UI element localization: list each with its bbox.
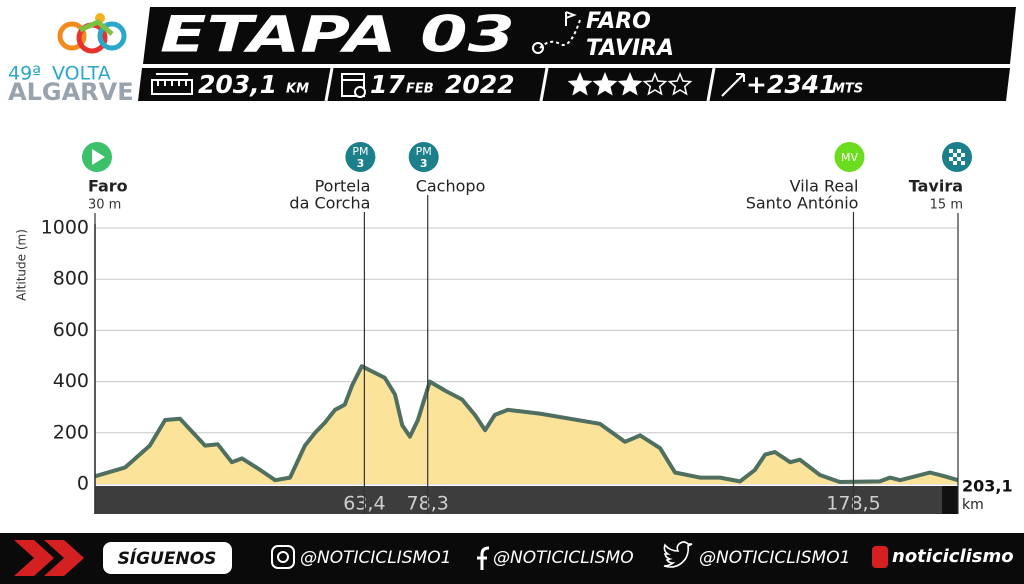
badge: PM: [352, 145, 368, 158]
y-tick-label: 0: [77, 473, 89, 495]
star-filled: [617, 72, 643, 96]
twitter: @NOTICICLISMO1: [699, 548, 850, 568]
band-separators: [324, 67, 716, 102]
waypoint-icon: [834, 142, 865, 172]
x-tick-label: 203,1: [962, 477, 1013, 496]
logo-line1: VOLTA: [52, 63, 111, 85]
start-arrow: [92, 149, 105, 165]
climb-unit: MTS: [832, 82, 863, 97]
profile-area: [95, 366, 958, 484]
checker: [961, 153, 965, 157]
twitter-icon: [663, 541, 693, 568]
checker: [957, 157, 961, 161]
brand-icon: [872, 546, 888, 568]
star-filled: [567, 72, 593, 96]
follow-box: [103, 542, 232, 574]
y-tick-label: 800: [53, 268, 89, 290]
route-icon: [532, 11, 581, 54]
checker: [949, 149, 953, 153]
logo-line2: ALGARVE: [8, 78, 134, 106]
instagram: @NOTICICLISMO1: [300, 548, 451, 568]
stage-title: ETAPA 03: [160, 6, 515, 64]
waypoint-icon: [345, 142, 376, 172]
star-empty: [667, 72, 693, 96]
waypoint-label: Santo António: [746, 194, 859, 213]
climb-icon: [721, 73, 745, 97]
banner: [143, 7, 1016, 64]
waypoint-sublabel: 15 m: [930, 198, 963, 213]
distance-unit: KM: [286, 82, 309, 97]
checker: [957, 149, 961, 153]
logo-edition: 49ª: [8, 63, 41, 85]
date-year: 2022: [445, 70, 515, 99]
brand: noticiclismo: [892, 546, 1014, 567]
distance-icon: [151, 73, 193, 95]
km-bar-end: [942, 486, 958, 514]
start-city: FARO: [586, 9, 651, 34]
star-empty: [642, 72, 668, 96]
x-axis-label: km: [962, 497, 984, 513]
waypoint-label: Faro: [88, 177, 128, 196]
logo: 49ª VOLTA ALGARVE: [8, 13, 134, 106]
waypoint-label: Tavira: [909, 177, 963, 196]
facebook-icon: [477, 546, 490, 570]
facebook: @NOTICICLISMO: [493, 548, 634, 568]
profile-line: [94, 364, 959, 484]
climb: +2341: [746, 70, 837, 99]
follow: SÍGUENOS: [118, 547, 217, 569]
y-axis-label: Altitude (m): [15, 229, 29, 301]
waypoint-label: Vila Real: [790, 177, 859, 196]
finish-city: TAVIRA: [586, 36, 674, 61]
checker: [961, 161, 965, 165]
km-bar: [95, 486, 942, 514]
badge: MV: [841, 151, 858, 164]
y-tick-label: 600: [53, 319, 89, 341]
checker: [953, 153, 957, 157]
instagram-icon-lens: [277, 551, 289, 563]
chevrons: [14, 540, 84, 576]
badge-num: 3: [420, 157, 428, 170]
badge: PM: [416, 145, 432, 158]
difficulty: [567, 72, 693, 96]
checker: [949, 157, 953, 161]
checker: [953, 161, 957, 165]
y-tick-label: 1000: [41, 217, 89, 239]
waypoint-sublabel: 30 m: [88, 198, 121, 213]
calendar-icon: [341, 73, 366, 98]
distance: 203,1: [198, 70, 277, 99]
date-day: 17: [370, 70, 405, 99]
y-tick-label: 200: [53, 421, 89, 443]
waypoint-label: da Corcha: [289, 194, 370, 213]
instagram-icon: [271, 545, 295, 569]
waypoint-label: Portela: [315, 177, 371, 196]
badge-num: 3: [357, 157, 365, 170]
y-tick-label: 400: [53, 370, 89, 392]
waypoint-icon: [408, 142, 439, 172]
waypoint-label: Cachopo: [416, 177, 486, 196]
date-month: FEB: [406, 82, 434, 97]
star-filled: [592, 72, 618, 96]
